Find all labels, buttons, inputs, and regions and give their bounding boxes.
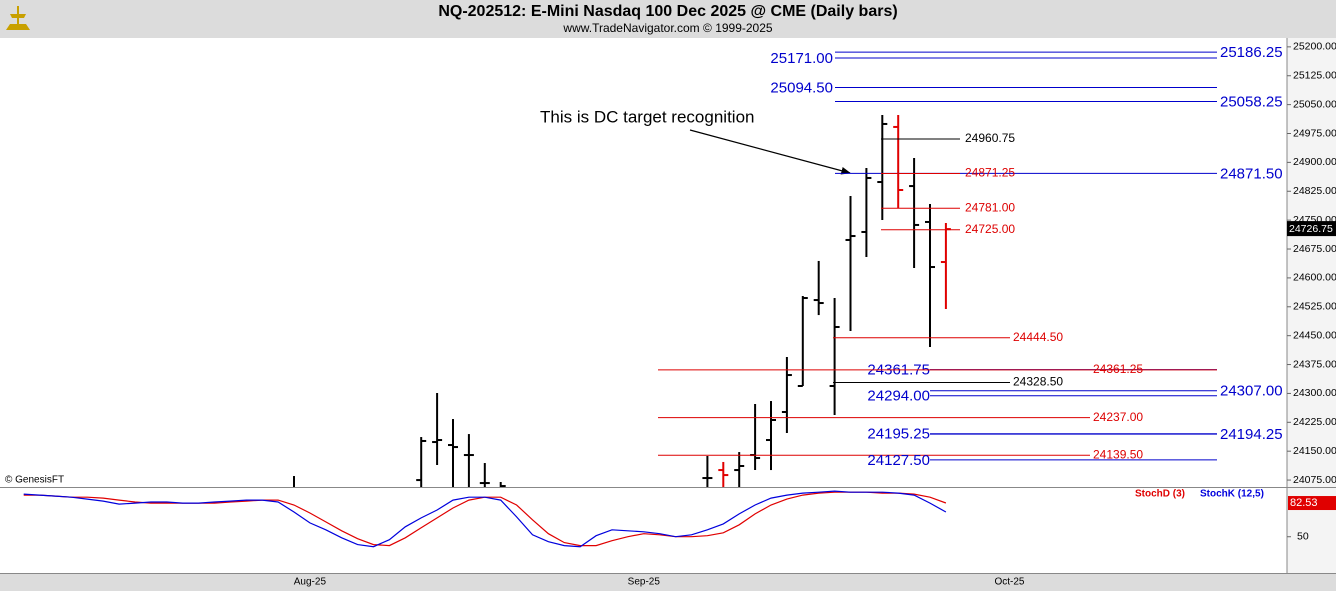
last-price-box [1287,221,1336,237]
level-label: 24444.50 [1013,330,1063,344]
last-price-label: 24726.75 [1289,223,1333,235]
chart-subtitle: www.TradeNavigator.com © 1999-2025 [562,21,772,35]
x-tick-label: Aug-25 [294,577,327,588]
level-label: 25171.00 [770,50,833,67]
level-label: 24781.00 [965,200,1015,214]
annotation-arrow [689,129,851,175]
legend-entry: StochK (12,5) [1200,489,1264,500]
y-tick-label: 24675.00 [1293,243,1336,255]
y-tick-label: 24225.00 [1293,416,1336,428]
y-tick-label: 24450.00 [1293,329,1336,341]
y-tick-label: 24150.00 [1293,445,1336,457]
level-label: 24725.00 [965,222,1015,236]
level-label: 24361.25 [1093,362,1143,376]
plot-bg [0,38,1287,573]
y-tick-label: 24525.00 [1293,301,1336,313]
y-tick-label: 25200.00 [1293,41,1336,53]
annotation: This is DC target recognition [540,107,754,126]
axis-bg [1287,38,1336,573]
level-label: 24195.25 [867,426,930,443]
level-label: 24139.50 [1093,447,1143,461]
source: © GenesisFT [5,475,64,486]
level-label: 24127.50 [867,452,930,469]
level-label: 24237.00 [1093,410,1143,424]
last-value-label: 82.53 [1290,497,1318,509]
level-label: 24871.25 [965,166,1015,180]
y-tick-label: 24300.00 [1293,387,1336,399]
stoch-line [23,490,947,548]
header-bg [0,0,1336,38]
y-tick-label: 24600.00 [1293,272,1336,284]
legend-entry: StochD (3) [1135,489,1185,500]
logo [6,6,30,30]
last-value-box [1288,496,1336,511]
y-tick-label: 25050.00 [1293,98,1336,110]
y-tick-label: 24075.00 [1293,474,1336,486]
level-label: 24960.75 [965,131,1015,145]
x-tick-label: Sep-25 [628,577,661,588]
x-axis-bg [0,573,1336,591]
y-tick-label: 24375.00 [1293,358,1336,370]
y-tick-label: 24975.00 [1293,127,1336,139]
y-tick-label: 24825.00 [1293,185,1336,197]
chart-title: NQ-202512: E-Mini Nasdaq 100 Dec 2025 @ … [438,3,897,20]
stoch-plot [23,490,947,548]
x-tick-label: Oct-25 [994,577,1024,588]
y-tick-label: 25125.00 [1293,70,1336,82]
level-label: 24871.50 [1220,165,1283,182]
level-label: 24294.00 [867,388,930,405]
level-label: 25094.50 [770,79,833,96]
level-label: 25186.25 [1220,44,1283,61]
y-tick-label: 24900.00 [1293,156,1336,168]
level-label: 25058.25 [1220,93,1283,110]
level-label: 24307.00 [1220,383,1283,400]
level-label: 24328.50 [1013,375,1063,389]
y-tick-label: 50 [1297,531,1309,543]
level-label: 24194.25 [1220,426,1283,443]
